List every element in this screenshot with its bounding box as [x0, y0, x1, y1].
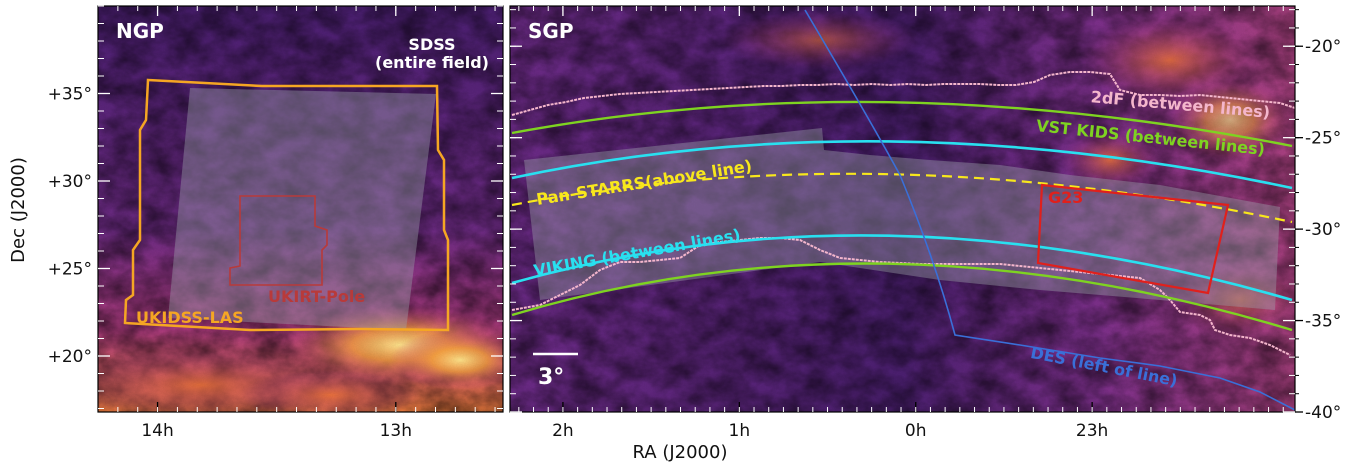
sdss-label-line2: (entire field)	[375, 53, 489, 72]
y-tick-label: +30°	[48, 172, 92, 192]
x-tick-label: 2h	[552, 421, 574, 441]
axis-tick-labels: 14h 13h +20° +25° +30° +35° 2h 1h 0h 23h -20° -25° -…	[48, 37, 1342, 441]
sgp-frame	[509, 5, 1296, 413]
g23-label: G23	[1048, 188, 1083, 207]
ngp-panel-title: NGP	[116, 19, 164, 43]
y-axis-title: Dec (J2000)	[8, 157, 29, 263]
x-tick-label: 23h	[1076, 421, 1108, 441]
vst-kids-upper-line	[511, 100, 1293, 148]
viking-upper-line	[511, 140, 1293, 190]
sgp-panel: SGP 2dF (between lines) VST KIDS (betwee…	[509, 5, 1296, 413]
ukirt-pole-label: UKIRT-Pole	[268, 287, 365, 306]
y-tick-label: +35°	[48, 85, 92, 105]
y-tick-label: -30°	[1305, 220, 1341, 240]
y-tick-label: -20°	[1305, 37, 1341, 57]
ngp-dust-map	[98, 6, 503, 412]
axis-ticks	[98, 5, 1303, 413]
g23-box	[1036, 183, 1230, 295]
scale-bar-label: 3°	[538, 365, 564, 390]
x-tick-label: 14h	[141, 421, 173, 441]
viking-lower-line	[511, 234, 1293, 302]
sdss-label-line1: SDSS	[408, 35, 455, 54]
y-tick-label: -40°	[1305, 403, 1341, 423]
ngp-panel: NGP SDSS (entire field) UKIDSS-LAS UKIRT…	[97, 5, 504, 413]
ukirt-pole-outline	[229, 195, 328, 286]
x-tick-label: 13h	[380, 421, 412, 441]
ngp-frame	[97, 5, 504, 413]
ukidss-las-label: UKIDSS-LAS	[136, 308, 244, 327]
vst-kids-lower-line	[511, 262, 1293, 332]
sgp-panel-title: SGP	[528, 19, 573, 43]
x-tick-label: 0h	[905, 421, 927, 441]
ngp-coverage-overlay	[168, 88, 436, 330]
twodf-upper-line	[511, 71, 1295, 116]
sgp-coverage-overlay	[524, 128, 1280, 310]
sgp-dust-map	[510, 6, 1295, 412]
des-boundary-line	[804, 9, 1295, 411]
x-axis-title: RA (J2000)	[633, 442, 728, 463]
x-tick-label: 1h	[729, 421, 751, 441]
y-tick-label: -35°	[1305, 312, 1341, 332]
ukidss-las-outline	[123, 78, 450, 332]
y-tick-label: +25°	[48, 260, 92, 280]
y-tick-label: +20°	[48, 347, 92, 367]
y-tick-label: -25°	[1305, 129, 1341, 149]
